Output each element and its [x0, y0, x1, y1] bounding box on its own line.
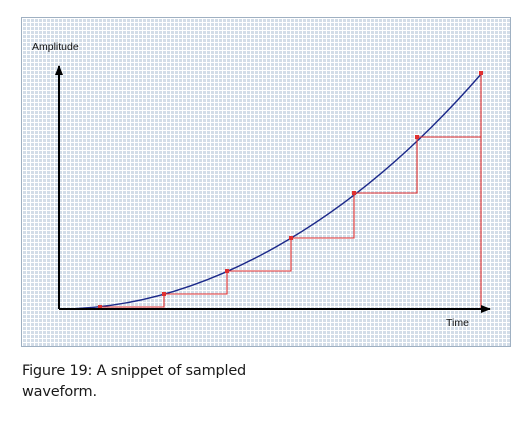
sample-point [415, 135, 419, 139]
continuous-waveform [58, 72, 483, 310]
staircase-line [100, 73, 482, 309]
sample-point [225, 269, 229, 273]
sample-points [98, 71, 483, 309]
sample-point [162, 292, 166, 296]
sample-hold-staircase [100, 73, 482, 309]
y-axis-label: Amplitude [32, 41, 79, 53]
x-axis-label: Time [446, 317, 469, 329]
sampled-waveform-diagram: Amplitude Time [32, 41, 491, 329]
sample-point [352, 191, 356, 195]
sample-point [479, 71, 483, 75]
sample-point [289, 236, 293, 240]
figure-caption: Figure 19: A snippet of sampled waveform… [22, 361, 282, 403]
caption-line-1: Figure 19: A snippet of sampled [22, 363, 247, 379]
sample-point [98, 305, 102, 309]
caption-line-2: waveform. [22, 384, 97, 400]
diagram-panel: Amplitude Time [21, 17, 511, 347]
